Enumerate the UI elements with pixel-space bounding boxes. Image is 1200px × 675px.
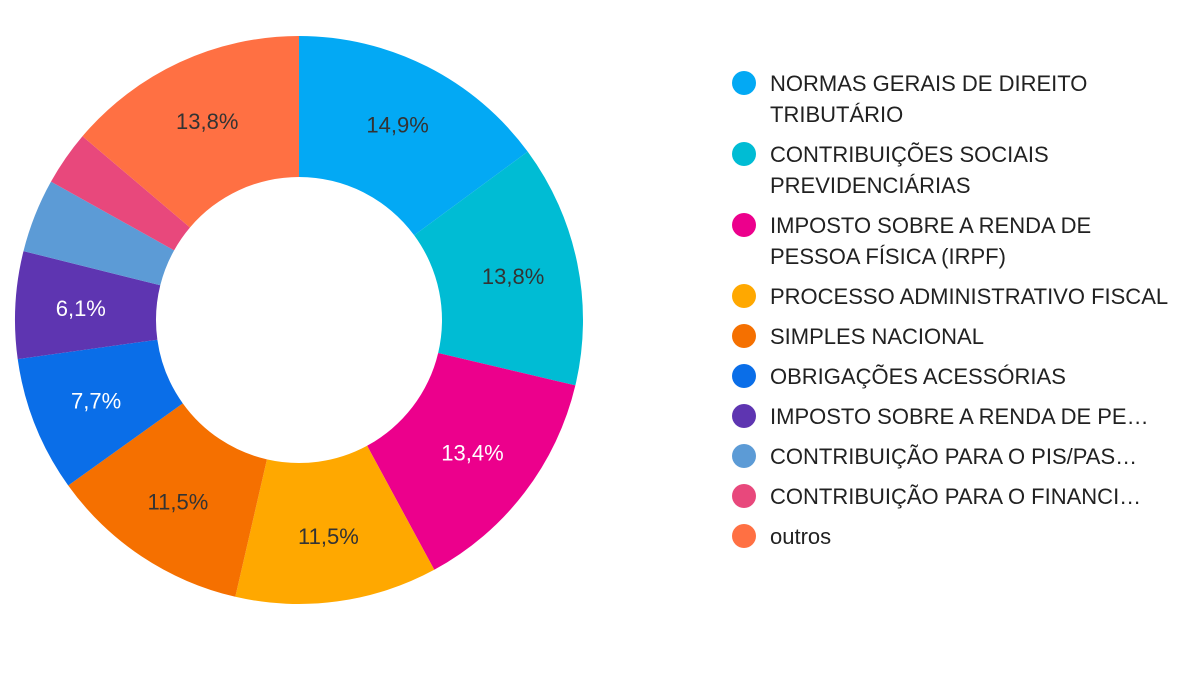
donut-slice-6 <box>17 339 183 486</box>
donut-slice-3 <box>367 352 576 570</box>
legend-item-10[interactable]: outros <box>732 521 1192 552</box>
legend-item-8[interactable]: CONTRIBUIÇÃO PARA O PIS/PAS… <box>732 441 1192 472</box>
legend-label: IMPOSTO SOBRE A RENDA DE PESSOA FÍSICA (… <box>770 213 1092 269</box>
donut-slice-labels: 14,9% 13,8% 13,4% 11,5% 11,5% 7,7% 6,1% 13,8% <box>56 109 545 549</box>
legend-label: CONTRIBUIÇÃO PARA O FINANCI… <box>770 484 1142 509</box>
slice-value-label-6: 7,7% <box>71 389 121 414</box>
donut-slice-7 <box>15 251 161 360</box>
slice-value-label-2: 13,8% <box>482 264 544 289</box>
legend-item-2[interactable]: CONTRIBUIÇÕES SOCIAIS PREVIDENCIÁRIAS <box>732 139 1192 201</box>
legend-label: OBRIGAÇÕES ACESSÓRIAS <box>770 364 1066 389</box>
slice-value-label-1: 14,9% <box>366 113 428 138</box>
legend-label: CONTRIBUIÇÃO PARA O PIS/PAS… <box>770 444 1138 469</box>
legend-swatch-icon <box>732 142 756 166</box>
legend-label: outros <box>770 524 832 549</box>
legend-item-5[interactable]: SIMPLES NACIONAL <box>732 321 1192 352</box>
donut-slice-4 <box>235 445 435 604</box>
chart-legend: NORMAS GERAIS DE DIREITO TRIBUTÁRIO CONTR… <box>732 68 1192 561</box>
legend-swatch-icon <box>732 444 756 468</box>
donut-slice-8 <box>23 181 175 286</box>
legend-item-9[interactable]: CONTRIBUIÇÃO PARA O FINANCI… <box>732 481 1192 512</box>
donut-slice-9 <box>50 136 190 251</box>
legend-label: IMPOSTO SOBRE A RENDA DE PE… <box>770 404 1149 429</box>
legend-item-7[interactable]: IMPOSTO SOBRE A RENDA DE PE… <box>732 401 1192 432</box>
legend-label: NORMAS GERAIS DE DIREITO TRIBUTÁRIO <box>770 71 1088 127</box>
legend-swatch-icon <box>732 364 756 388</box>
legend-item-4[interactable]: PROCESSO ADMINISTRATIVO FISCAL <box>732 281 1192 312</box>
legend-item-3[interactable]: IMPOSTO SOBRE A RENDA DE PESSOA FÍSICA (… <box>732 210 1192 272</box>
donut-slice-5 <box>68 403 267 597</box>
legend-label: SIMPLES NACIONAL <box>770 324 984 349</box>
legend-item-1[interactable]: NORMAS GERAIS DE DIREITO TRIBUTÁRIO <box>732 68 1192 130</box>
slice-value-label-4: 11,5% <box>298 524 359 549</box>
legend-swatch-icon <box>732 404 756 428</box>
legend-swatch-icon <box>732 524 756 548</box>
legend-label: PROCESSO ADMINISTRATIVO FISCAL <box>770 284 1169 309</box>
slice-value-label-7: 6,1% <box>56 296 106 321</box>
slice-value-label-10: 13,8% <box>176 109 238 134</box>
slice-value-label-5: 11,5% <box>148 489 209 514</box>
donut-slice-2 <box>414 151 583 386</box>
legend-swatch-icon <box>732 484 756 508</box>
donut-slices <box>15 36 583 604</box>
legend-swatch-icon <box>732 71 756 95</box>
legend-swatch-icon <box>732 284 756 308</box>
legend-swatch-icon <box>732 324 756 348</box>
slice-value-label-3: 13,4% <box>441 440 503 465</box>
legend-swatch-icon <box>732 213 756 237</box>
legend-item-6[interactable]: OBRIGAÇÕES ACESSÓRIAS <box>732 361 1192 392</box>
donut-slice-1 <box>299 36 528 236</box>
donut-slice-10 <box>82 36 299 228</box>
legend-label: CONTRIBUIÇÕES SOCIAIS PREVIDENCIÁRIAS <box>770 142 1049 198</box>
